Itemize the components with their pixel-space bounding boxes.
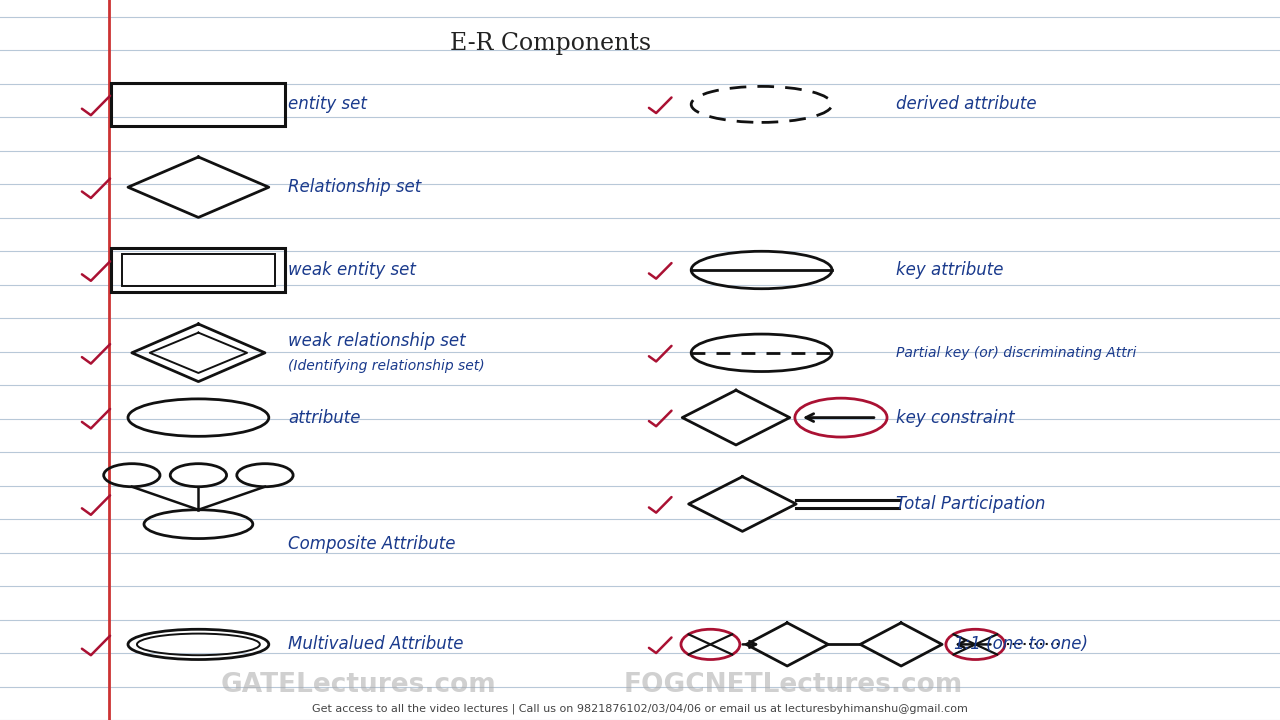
Text: Relationship set: Relationship set <box>288 179 421 197</box>
Text: (Identifying relationship set): (Identifying relationship set) <box>288 359 485 373</box>
Text: weak entity set: weak entity set <box>288 261 416 279</box>
Bar <box>122 254 275 286</box>
Text: Composite Attribute: Composite Attribute <box>288 534 456 553</box>
Text: FOGCNETLectures.com: FOGCNETLectures.com <box>623 672 964 698</box>
Text: key constraint: key constraint <box>896 409 1015 426</box>
Bar <box>111 248 285 292</box>
Text: Multivalued Attribute: Multivalued Attribute <box>288 636 463 654</box>
Text: attribute: attribute <box>288 409 361 426</box>
Text: Total Participation: Total Participation <box>896 495 1046 513</box>
Text: weak relationship set: weak relationship set <box>288 332 466 350</box>
Text: entity set: entity set <box>288 95 367 113</box>
Text: E-R Components: E-R Components <box>449 32 652 55</box>
Text: key attribute: key attribute <box>896 261 1004 279</box>
Bar <box>111 83 285 126</box>
Text: GATELectures.com: GATELectures.com <box>220 672 497 698</box>
Text: 1:1 (one to one): 1:1 (one to one) <box>954 636 1088 654</box>
Text: Get access to all the video lectures | Call us on 9821876102/03/04/06 or email u: Get access to all the video lectures | C… <box>312 704 968 714</box>
Text: Partial key (or) discriminating Attri: Partial key (or) discriminating Attri <box>896 346 1137 360</box>
Text: derived attribute: derived attribute <box>896 95 1037 113</box>
